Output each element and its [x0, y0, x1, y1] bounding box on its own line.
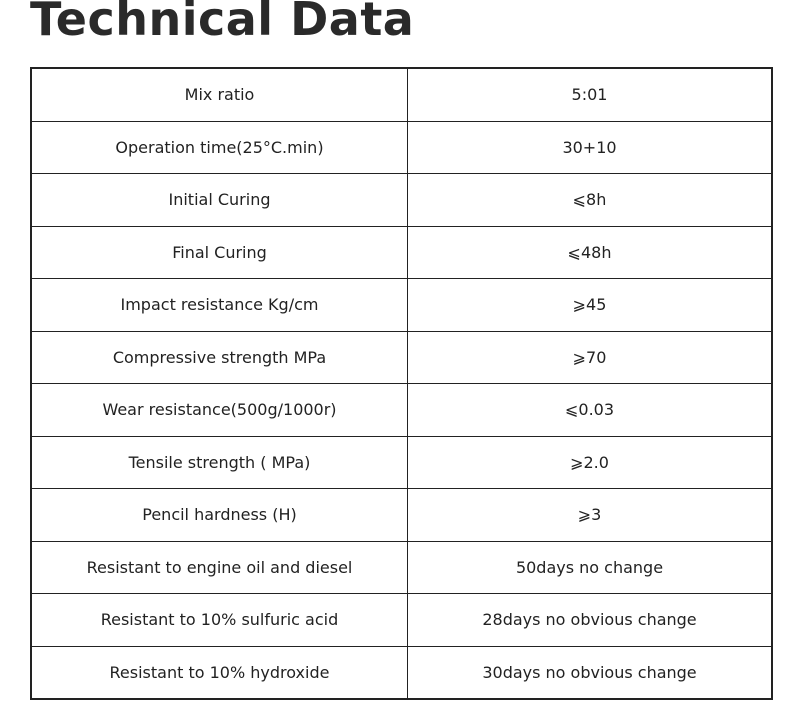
value-cell: 50days no change [407, 540, 773, 594]
value-cell: 28days no obvious change [407, 593, 773, 647]
value-cell: ⩽48h [407, 225, 773, 279]
value-cell: ⩾45 [407, 278, 773, 332]
table-row: Pencil hardness (H) ⩾3 [30, 488, 773, 542]
data-table: Mix ratio 5:01 Operation time(25°C.min) 30+… [30, 67, 773, 700]
table-row: Resistant to engine oil and diesel 50days… [30, 540, 773, 594]
property-cell: Initial Curing [30, 173, 408, 227]
value-cell: ⩽0.03 [407, 383, 773, 437]
table-row: Tensile strength ( MPa) ⩾2.0 [30, 435, 773, 489]
property-cell: Operation time(25°C.min) [30, 120, 408, 174]
table-row: Compressive strength MPa ⩾70 [30, 330, 773, 384]
table-row: Final Curing ⩽48h [30, 225, 773, 279]
value-cell: 30+10 [407, 120, 773, 174]
value-cell: ⩾2.0 [407, 435, 773, 489]
table-row: Initial Curing ⩽8h [30, 173, 773, 227]
table-row: Impact resistance Kg/cm ⩾45 [30, 278, 773, 332]
property-cell: Mix ratio [30, 67, 408, 122]
value-cell: ⩾70 [407, 330, 773, 384]
property-cell: Tensile strength ( MPa) [30, 435, 408, 489]
property-cell: Resistant to engine oil and diesel [30, 540, 408, 594]
property-cell: Final Curing [30, 225, 408, 279]
value-cell: ⩽8h [407, 173, 773, 227]
table-row: Mix ratio 5:01 [30, 67, 773, 122]
property-cell: Impact resistance Kg/cm [30, 278, 408, 332]
property-cell: Pencil hardness (H) [30, 488, 408, 542]
value-cell: 5:01 [407, 67, 773, 122]
page-title: Technical Data [30, 0, 415, 46]
property-cell: Compressive strength MPa [30, 330, 408, 384]
property-cell: Wear resistance(500g/1000r) [30, 383, 408, 437]
table-row: Resistant to 10% hydroxide 30days no obvi… [30, 645, 773, 700]
value-cell: ⩾3 [407, 488, 773, 542]
table-row: Operation time(25°C.min) 30+10 [30, 120, 773, 174]
value-cell: 30days no obvious change [407, 645, 773, 700]
property-cell: Resistant to 10% hydroxide [30, 645, 408, 700]
property-cell: Resistant to 10% sulfuric acid [30, 593, 408, 647]
table-row: Resistant to 10% sulfuric acid 28days no … [30, 593, 773, 647]
table-row: Wear resistance(500g/1000r) ⩽0.03 [30, 383, 773, 437]
